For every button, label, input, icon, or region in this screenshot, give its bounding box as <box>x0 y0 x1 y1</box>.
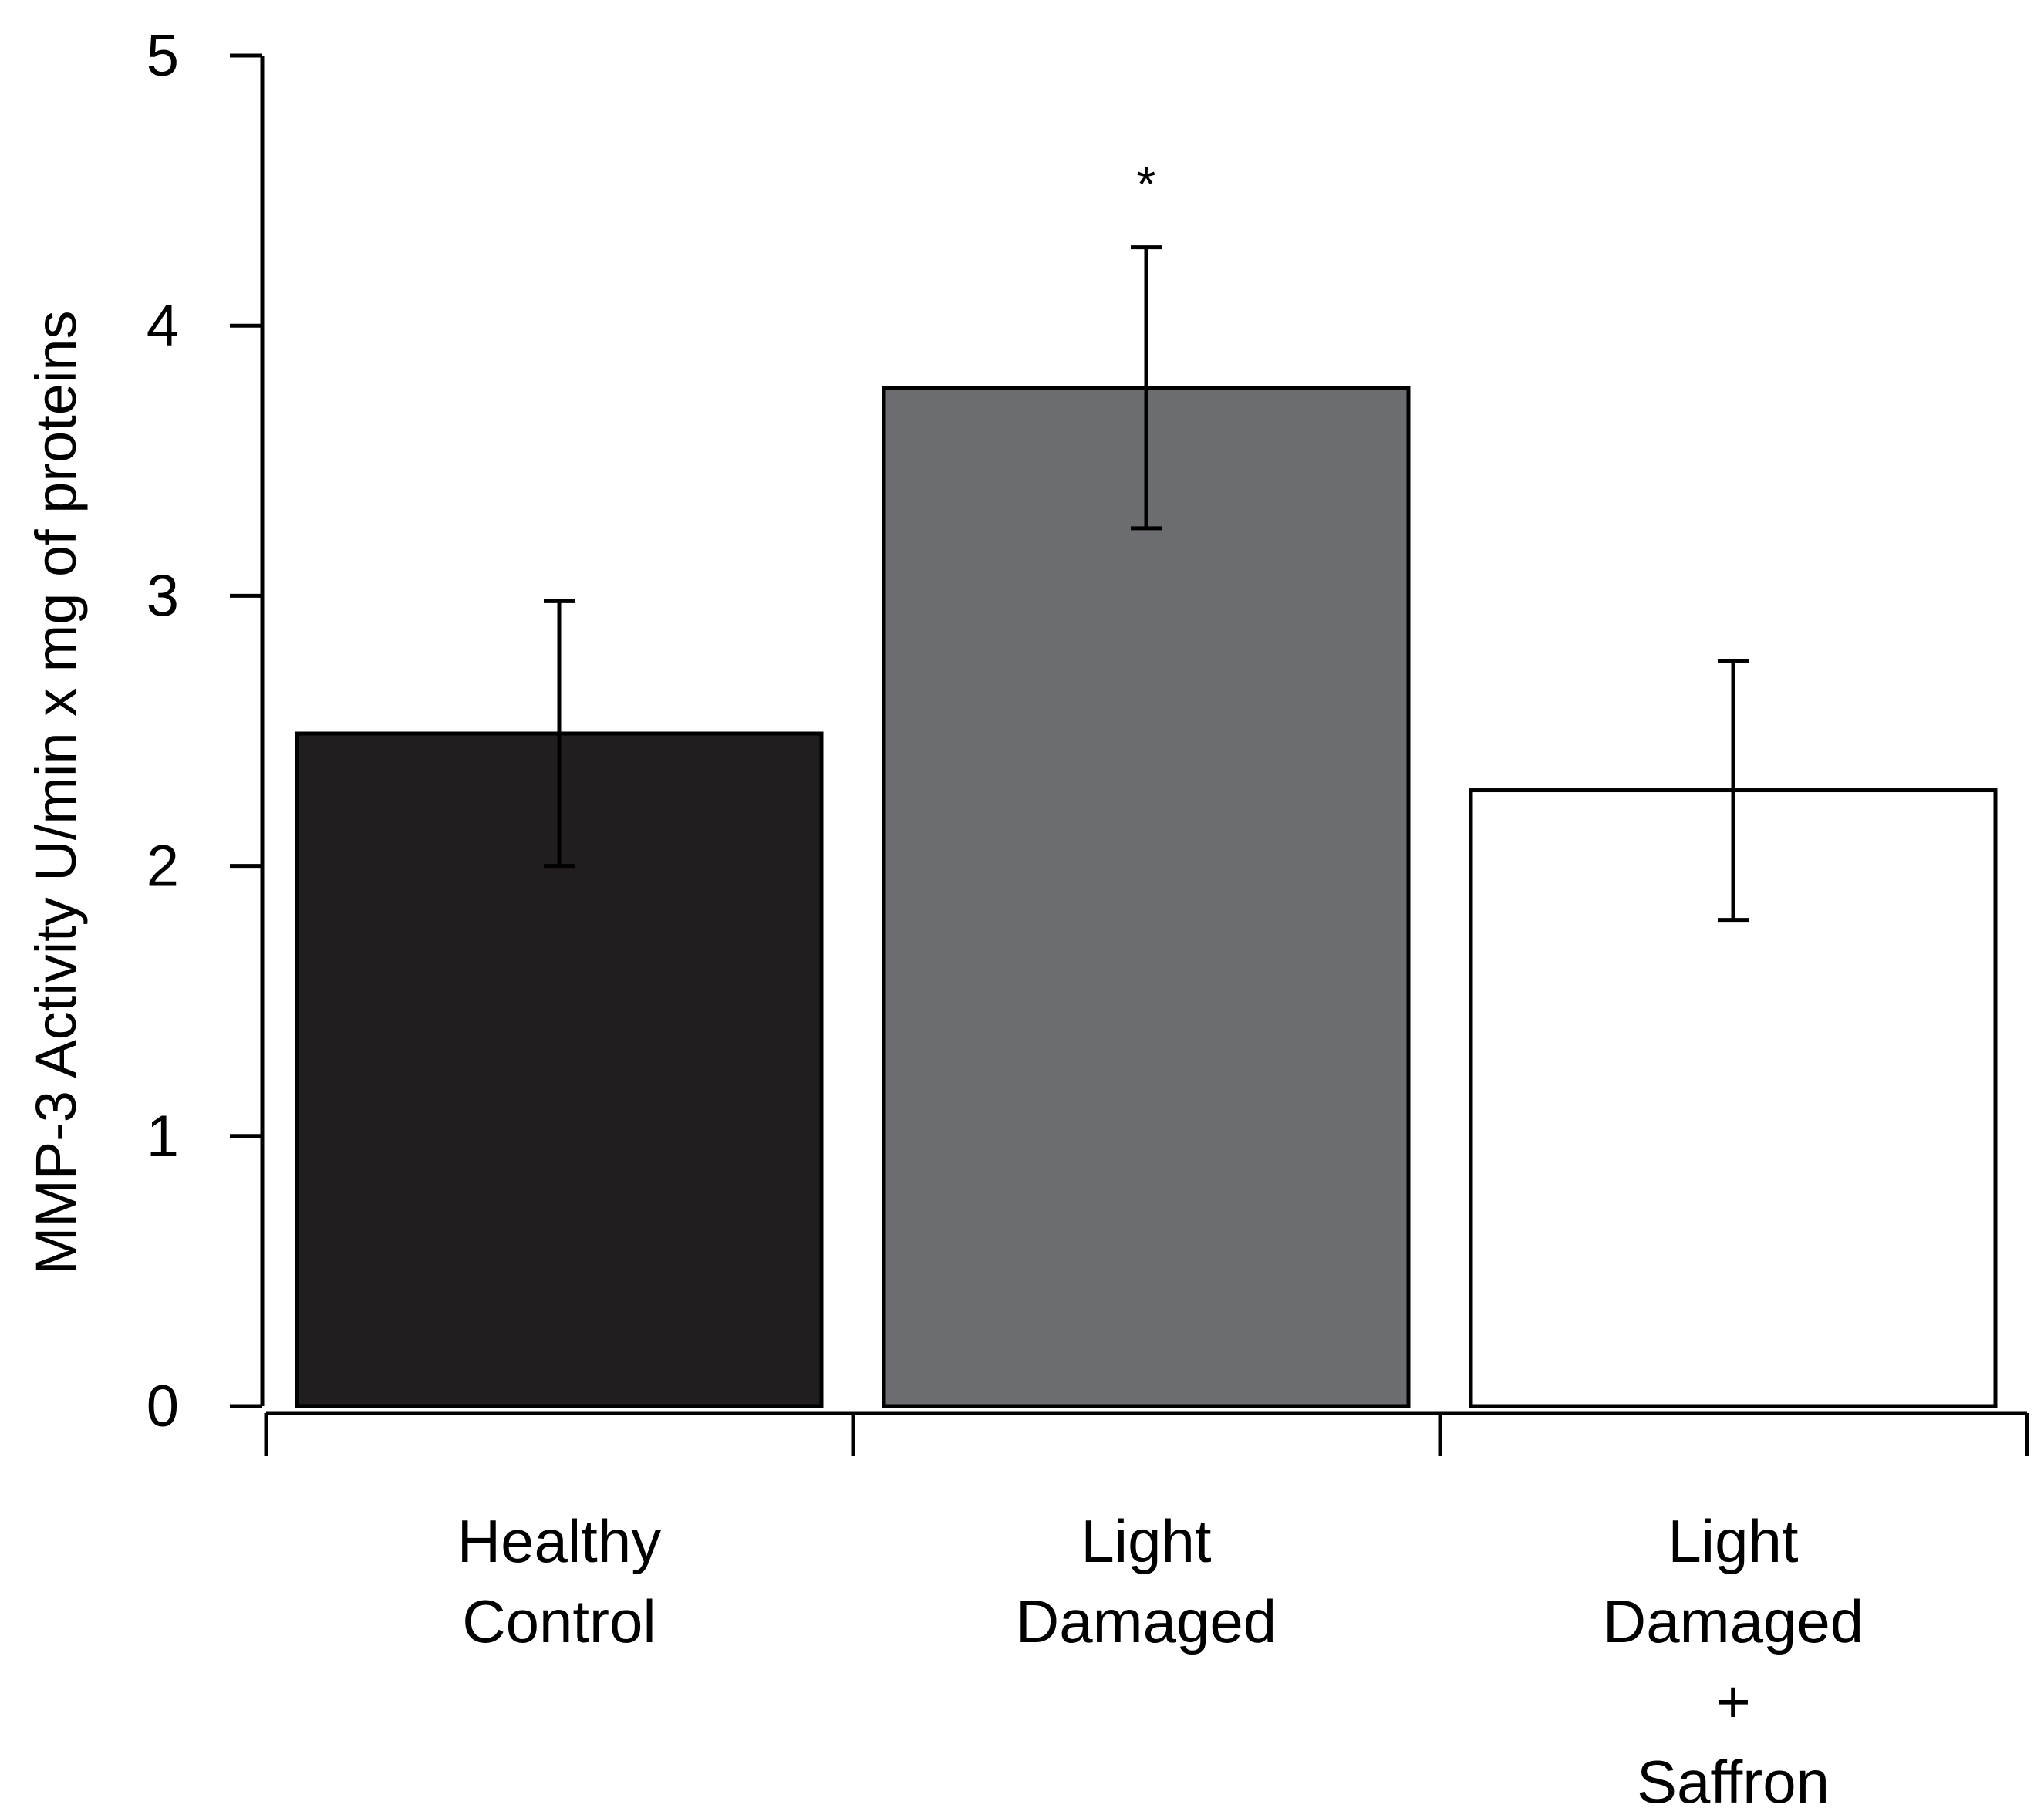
category-label-line: + <box>1715 1668 1751 1735</box>
category-labels: Healthy Control Light Damaged Light Damaged + S… <box>457 1507 1864 1808</box>
category-label-line: Damaged <box>1016 1587 1277 1655</box>
category-label-line: Control <box>462 1587 656 1655</box>
bars <box>295 386 1998 1408</box>
category-label-line: Damaged <box>1603 1587 1864 1655</box>
category-label-line: Healthy <box>457 1507 661 1575</box>
error-bars: * <box>544 157 1749 923</box>
y-axis: 0 1 2 3 4 5 <box>147 23 265 1439</box>
category-label: Light Damaged + Saffron <box>1603 1507 1864 1808</box>
category-label: Light Damaged <box>1016 1507 1277 1655</box>
y-tick-label: 5 <box>147 23 179 89</box>
y-axis-title: MMP-3 Activity U/min x mg of proteins <box>24 310 88 1274</box>
category-label-line: Saffron <box>1637 1748 1830 1808</box>
y-tick-label: 2 <box>147 834 179 899</box>
bar <box>882 386 1411 1408</box>
y-tick-label: 3 <box>147 563 179 629</box>
y-tick-label: 0 <box>147 1374 179 1439</box>
x-axis <box>264 1411 2029 1456</box>
category-label-line: Light <box>1668 1507 1798 1575</box>
y-tick-label: 4 <box>147 293 179 359</box>
category-label: Healthy Control <box>457 1507 661 1655</box>
category-label-line: Light <box>1081 1507 1211 1575</box>
y-tick-label: 1 <box>147 1104 179 1169</box>
significance-marker: * <box>1137 157 1156 212</box>
